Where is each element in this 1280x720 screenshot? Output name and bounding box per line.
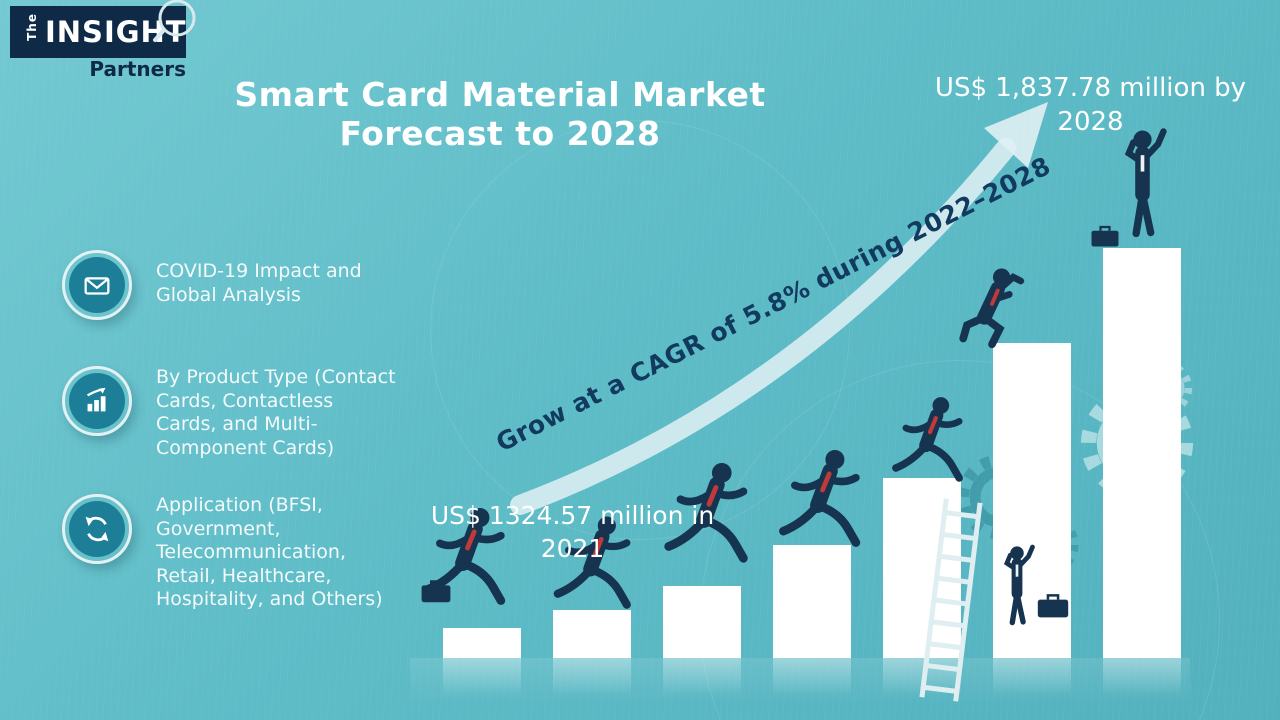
brand-logo: The INSIGHT xyxy=(10,6,186,58)
bar-reflection xyxy=(443,658,521,696)
logo-word-partners: Partners xyxy=(89,57,186,81)
bar-reflection xyxy=(883,658,961,696)
background-ring xyxy=(430,120,850,540)
feature-icon-frame xyxy=(62,366,132,436)
forecast-2028-value: US$ 1,837.78 million by 2028 xyxy=(934,73,1247,137)
bar-chart-icon xyxy=(69,373,125,429)
bar-reflection xyxy=(663,658,741,696)
feature-item-product-type: By Product Type (Contact Cards, Contactl… xyxy=(62,366,398,460)
bar-5 xyxy=(883,478,961,658)
feature-text: By Product Type (Contact Cards, Contactl… xyxy=(156,366,396,459)
bar-4 xyxy=(773,545,851,658)
briefcase-icon xyxy=(1090,225,1120,248)
bar-3 xyxy=(663,586,741,658)
envelope-icon xyxy=(69,257,125,313)
businessman-leaping-icon xyxy=(783,450,856,543)
bar-6 xyxy=(993,343,1071,658)
base-2021-value: US$ 1324.57 million in 2021 xyxy=(430,501,715,563)
businessman-victory-icon xyxy=(1129,131,1164,234)
feature-text: COVID-19 Impact and Global Analysis xyxy=(156,260,362,306)
bar-2 xyxy=(553,610,631,658)
feature-icon-frame xyxy=(62,494,132,564)
feature-item-application: Application (BFSI, Government, Telecommu… xyxy=(62,494,398,612)
feature-item-covid: COVID-19 Impact and Global Analysis xyxy=(62,250,398,320)
bar-reflection xyxy=(1103,658,1181,696)
page-title: Smart Card Material Market Forecast to 2… xyxy=(205,75,795,154)
page-title-line1: Smart Card Material Market xyxy=(234,75,766,114)
bar-7 xyxy=(1103,248,1181,658)
page-title-line2: Forecast to 2028 xyxy=(339,113,661,153)
bar-reflection xyxy=(773,658,851,696)
feature-text: Application (BFSI, Government, Telecommu… xyxy=(156,494,383,611)
magnifier-icon xyxy=(153,0,196,42)
businesswoman-climbing-icon xyxy=(896,397,959,478)
briefcase-icon xyxy=(420,580,452,604)
cagr-growth-text: Grow at a CAGR of 5.8% during 2022–2028 xyxy=(491,150,1056,458)
businessman-scaling-bar-icon xyxy=(963,268,1021,344)
logo-word-the: The xyxy=(25,13,39,41)
bar-1 xyxy=(443,628,521,658)
bar-reflection xyxy=(553,658,631,696)
bar-reflection xyxy=(993,658,1071,696)
sync-arrows-icon xyxy=(69,501,125,557)
feature-icon-frame xyxy=(62,250,132,320)
